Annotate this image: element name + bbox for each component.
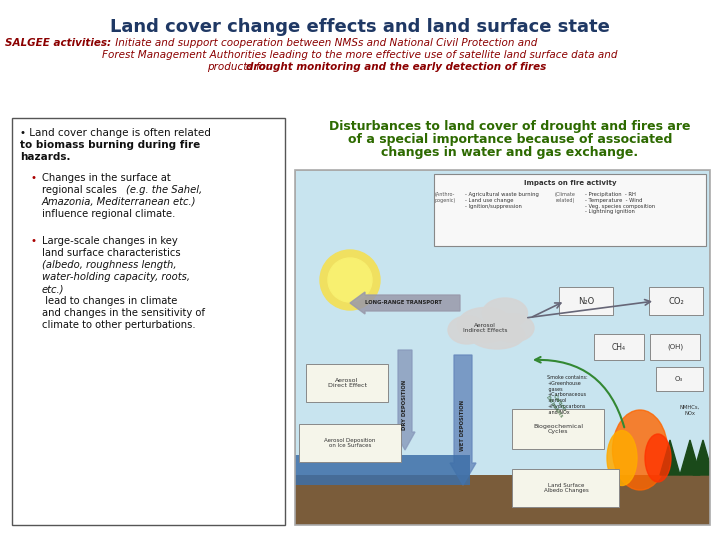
Text: changes in water and gas exchange.: changes in water and gas exchange.: [382, 146, 639, 159]
Text: (Anthro-
pogenic): (Anthro- pogenic): [434, 192, 456, 203]
Text: Forest Management Authorities leading to the more effective use of satellite lan: Forest Management Authorities leading to…: [102, 50, 618, 60]
Ellipse shape: [469, 321, 524, 349]
Text: regional scales: regional scales: [42, 185, 120, 195]
Ellipse shape: [482, 298, 528, 328]
FancyBboxPatch shape: [295, 455, 470, 485]
Text: (Climate
related): (Climate related): [554, 192, 575, 203]
FancyBboxPatch shape: [559, 287, 613, 315]
Text: hazards.: hazards.: [20, 152, 71, 162]
Text: (e.g. the Sahel,: (e.g. the Sahel,: [126, 185, 202, 195]
Text: SALGEE activities:: SALGEE activities:: [5, 38, 111, 48]
Text: Land Surface
Albedo Changes: Land Surface Albedo Changes: [544, 483, 588, 494]
Text: Impacts on fire activity: Impacts on fire activity: [523, 180, 616, 186]
Text: climate to other perturbations.: climate to other perturbations.: [42, 320, 196, 330]
Text: Initiate and support cooperation between NMSs and National Civil Protection and: Initiate and support cooperation between…: [112, 38, 537, 48]
Text: of a special importance because of associated: of a special importance because of assoc…: [348, 133, 672, 146]
Text: influence regional climate.: influence regional climate.: [42, 209, 176, 219]
Text: Aerosol
Indirect Effects: Aerosol Indirect Effects: [463, 322, 508, 333]
Text: (OH): (OH): [667, 344, 683, 350]
FancyBboxPatch shape: [434, 174, 706, 246]
Text: • Land cover change is often related: • Land cover change is often related: [20, 128, 211, 138]
Text: etc.): etc.): [42, 284, 65, 294]
Text: LONG-RANGE TRANSPORT: LONG-RANGE TRANSPORT: [364, 300, 441, 306]
Text: - Precipitation  - RH
- Temperature  - Wind
- Veg. species composition
- Lightni: - Precipitation - RH - Temperature - Win…: [585, 192, 655, 214]
Text: •: •: [30, 173, 36, 183]
FancyBboxPatch shape: [12, 118, 285, 525]
Ellipse shape: [645, 434, 671, 482]
Ellipse shape: [613, 410, 667, 490]
Polygon shape: [680, 440, 700, 475]
FancyBboxPatch shape: [649, 287, 703, 315]
Text: NMHCs,
NOx: NMHCs, NOx: [680, 405, 700, 416]
Text: Large-scale changes in key: Large-scale changes in key: [42, 236, 178, 246]
Text: water-holding capacity, roots,: water-holding capacity, roots,: [42, 272, 190, 282]
Text: WET DEPOSITION: WET DEPOSITION: [461, 400, 466, 450]
FancyArrow shape: [350, 292, 460, 314]
FancyArrow shape: [450, 355, 476, 485]
Text: •: •: [30, 236, 36, 246]
Text: Changes in the surface at: Changes in the surface at: [42, 173, 171, 183]
Text: land surface characteristics: land surface characteristics: [42, 248, 181, 258]
Circle shape: [328, 258, 372, 302]
Text: Smoke contains:
+Greenhouse
 gases
+Carbonaceous
 aerosol
+Hydrocarbons
 and NOx: Smoke contains: +Greenhouse gases +Carbo…: [547, 375, 588, 415]
Text: Aerosol Deposition
on Ice Surfaces: Aerosol Deposition on Ice Surfaces: [324, 437, 376, 448]
Text: O₃: O₃: [675, 376, 683, 382]
Text: to biomass burning during fire: to biomass burning during fire: [20, 140, 200, 150]
Text: CH₄: CH₄: [612, 342, 626, 352]
Text: Amazonia, Mediterranean etc.): Amazonia, Mediterranean etc.): [42, 197, 197, 207]
FancyArrow shape: [395, 350, 415, 450]
FancyBboxPatch shape: [656, 367, 703, 391]
Ellipse shape: [448, 316, 486, 344]
Text: N₂O: N₂O: [578, 296, 594, 306]
FancyBboxPatch shape: [306, 364, 388, 402]
Polygon shape: [660, 440, 680, 475]
Text: drought monitoring and the early detection of fires: drought monitoring and the early detecti…: [246, 62, 546, 72]
Circle shape: [320, 250, 380, 310]
Text: lead to changes in climate: lead to changes in climate: [42, 296, 177, 306]
FancyBboxPatch shape: [299, 424, 401, 462]
FancyBboxPatch shape: [650, 334, 700, 360]
Text: CO₂: CO₂: [668, 296, 684, 306]
FancyBboxPatch shape: [512, 469, 619, 507]
Ellipse shape: [492, 314, 534, 342]
Text: Carbon
Emissions: Carbon Emissions: [545, 391, 569, 419]
FancyBboxPatch shape: [512, 409, 604, 449]
Text: Aerosol
Direct Effect: Aerosol Direct Effect: [328, 377, 366, 388]
Text: DRY DEPOSITION: DRY DEPOSITION: [402, 380, 408, 430]
Text: products for: products for: [207, 62, 274, 72]
FancyBboxPatch shape: [594, 334, 644, 360]
Text: - Agricultural waste burning
- Land use change
- Ignition/suppression: - Agricultural waste burning - Land use …: [465, 192, 539, 208]
FancyBboxPatch shape: [295, 475, 710, 525]
Text: and changes in the sensitivity of: and changes in the sensitivity of: [42, 308, 205, 318]
Text: (albedo, roughness length,: (albedo, roughness length,: [42, 260, 176, 270]
Ellipse shape: [457, 307, 513, 342]
Text: Land cover change effects and land surface state: Land cover change effects and land surfa…: [110, 18, 610, 36]
Polygon shape: [693, 440, 713, 475]
Text: Biogeochemical
Cycles: Biogeochemical Cycles: [533, 423, 583, 434]
Text: Disturbances to land cover of drought and fires are: Disturbances to land cover of drought an…: [329, 120, 690, 133]
FancyBboxPatch shape: [295, 170, 710, 525]
Ellipse shape: [607, 430, 637, 485]
